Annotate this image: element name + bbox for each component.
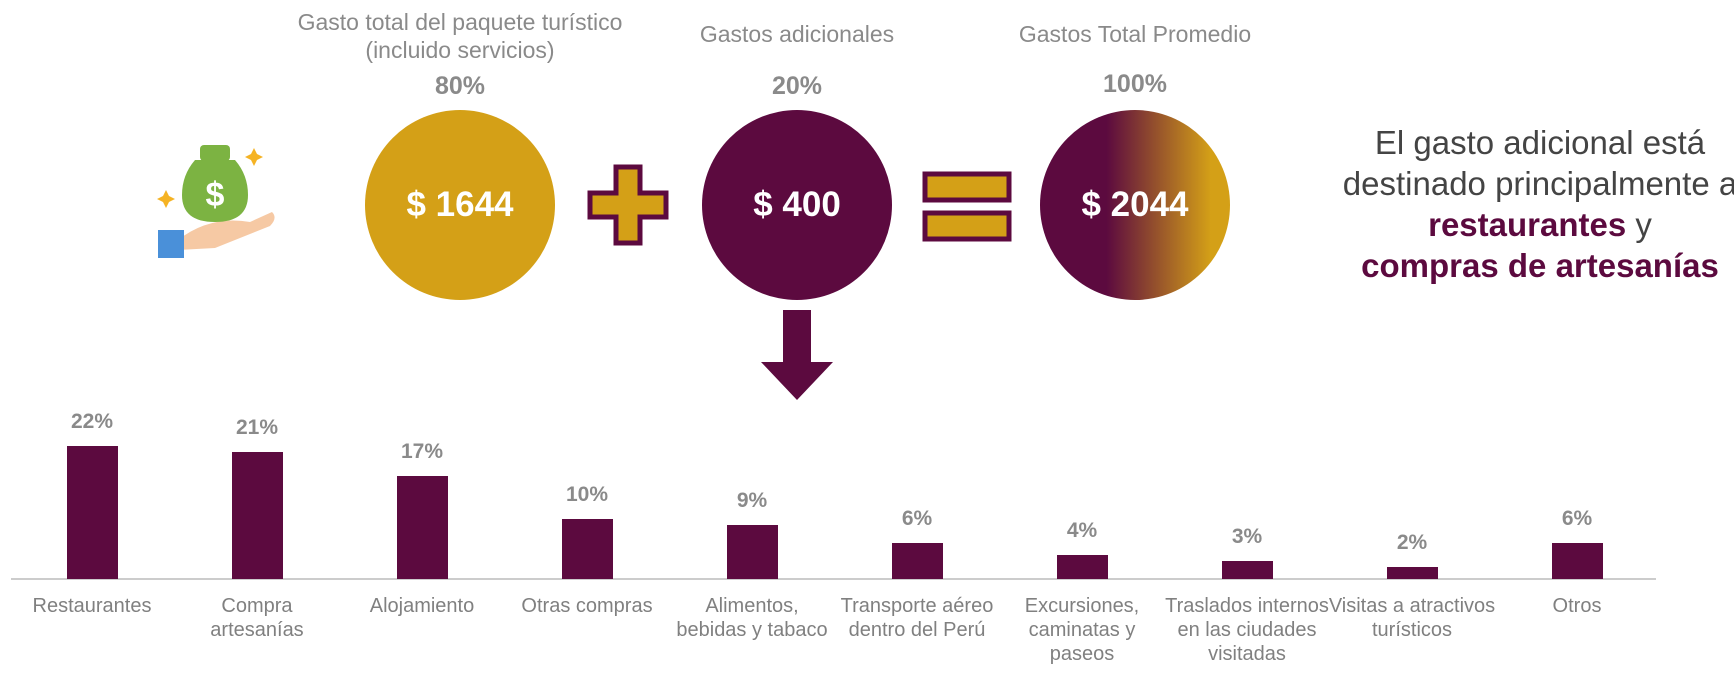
heading: Gasto total del paquete turístico (inclu… [270, 8, 650, 64]
share: 20% [697, 72, 897, 101]
bar [397, 476, 448, 579]
bar [727, 525, 778, 579]
money-icon: $ [157, 145, 275, 258]
value-label: 6% [1537, 507, 1617, 531]
heading: Gastos Total Promedio [945, 20, 1325, 48]
share: 100% [1035, 70, 1235, 99]
svg-text:$: $ [206, 176, 225, 214]
value-label: 21% [217, 416, 297, 440]
note-text: El gasto adicional está destinado princi… [1343, 124, 1734, 202]
category-label: Alimentos, bebidas y tabaco [668, 594, 836, 642]
note-highlight: restaurantes [1428, 206, 1626, 243]
equals-sign [925, 174, 1009, 239]
bar [1387, 567, 1438, 579]
category-label: Alojamiento [338, 594, 506, 618]
bar [1222, 561, 1273, 579]
value-label: 3% [1207, 525, 1287, 549]
category-label: Otros [1493, 594, 1661, 618]
bar [1552, 543, 1603, 579]
value-label: 2% [1372, 531, 1452, 555]
value-label: 22% [52, 410, 132, 434]
share: 80% [360, 72, 560, 101]
category-label: Excursiones, caminatas y paseos [998, 594, 1166, 666]
value-label: 9% [712, 489, 792, 513]
bar [67, 446, 118, 579]
category-label: Compra artesanías [173, 594, 341, 642]
bar [562, 519, 613, 579]
shapes: $ [0, 0, 1734, 688]
bar [232, 452, 283, 579]
value-label: 6% [877, 507, 957, 531]
heading: Gastos adicionales [607, 20, 987, 48]
page: $ El gasto adicional está destinado prin… [0, 0, 1734, 688]
category-label: Restaurantes [8, 594, 176, 618]
plus-sign [590, 167, 666, 243]
note-highlight: compras de artesanías [1361, 247, 1719, 284]
category-label: Transporte aéreo dentro del Perú [833, 594, 1001, 642]
note-text: y [1635, 206, 1652, 243]
value-label: 17% [382, 440, 462, 464]
category-label: Traslados internos en las ciudades visit… [1163, 594, 1331, 666]
amount: $ 1644 [360, 185, 560, 225]
category-label: Otras compras [503, 594, 671, 618]
bar [892, 543, 943, 579]
amount: $ 400 [697, 185, 897, 225]
bar [1057, 555, 1108, 579]
arrow [761, 310, 833, 400]
note: El gasto adicional está destinado princi… [1340, 122, 1734, 286]
amount: $ 2044 [1035, 185, 1235, 225]
value-label: 4% [1042, 519, 1122, 543]
value-label: 10% [547, 483, 627, 507]
category-label: Visitas a atractivos turísticos [1328, 594, 1496, 642]
